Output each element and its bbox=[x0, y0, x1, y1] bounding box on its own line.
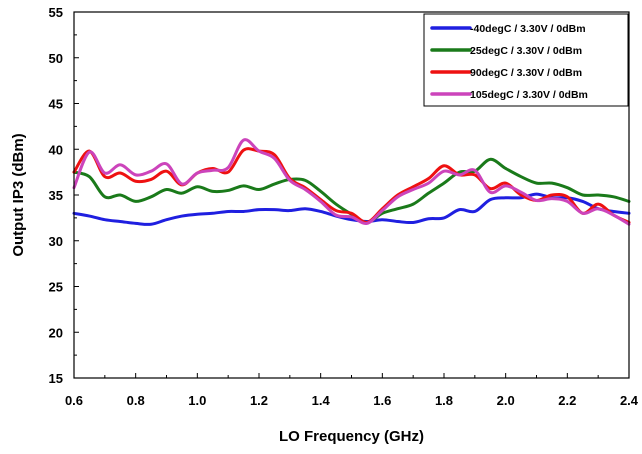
y-tick-label: 30 bbox=[49, 234, 63, 249]
x-tick-label: 0.6 bbox=[65, 393, 83, 408]
legend-label: 90degC / 3.30V / 0dBm bbox=[470, 67, 582, 79]
legend-label: 105degC / 3.30V / 0dBm bbox=[470, 89, 588, 101]
x-tick-label: 0.8 bbox=[127, 393, 145, 408]
x-tick-label: 1.0 bbox=[188, 393, 206, 408]
x-axis-title: LO Frequency (GHz) bbox=[279, 428, 424, 445]
series-lines bbox=[72, 138, 631, 226]
x-tick-label: 2.2 bbox=[558, 393, 576, 408]
series-line-3 bbox=[72, 147, 631, 224]
x-tick-label: 1.8 bbox=[435, 393, 453, 408]
y-tick-label: 55 bbox=[49, 5, 63, 20]
plot-frame bbox=[73, 11, 630, 379]
y-tick-label: 40 bbox=[49, 142, 63, 157]
series-line-4 bbox=[72, 138, 631, 226]
legend-label: 25degC / 3.30V / 0dBm bbox=[470, 45, 582, 57]
legend-label: -40degC / 3.30V / 0dBm bbox=[470, 23, 586, 35]
x-tick-label: 2.0 bbox=[497, 393, 515, 408]
x-tick-label: 1.6 bbox=[373, 393, 391, 408]
legend: -40degC / 3.30V / 0dBm 25degC / 3.30V / 0… bbox=[423, 13, 629, 107]
y-tick-label: 20 bbox=[49, 325, 63, 340]
y-tick-label: 50 bbox=[49, 51, 63, 66]
y-tick-label: 45 bbox=[49, 97, 63, 112]
x-tick-label: 1.2 bbox=[250, 393, 268, 408]
y-axis-title: Output IP3 (dBm) bbox=[10, 133, 27, 256]
x-tick-label: 2.4 bbox=[620, 393, 639, 408]
y-tick-label: 25 bbox=[49, 280, 63, 295]
y-tick-label: 35 bbox=[49, 188, 63, 203]
y-tick-label: 15 bbox=[49, 371, 63, 386]
y-tick-labels: 15 20 25 30 35 40 45 50 55 bbox=[49, 5, 63, 386]
series-line-1 bbox=[72, 192, 631, 226]
x-tick-labels: 0.6 0.8 1.0 1.2 1.4 1.6 1.8 2.0 2.2 2.4 bbox=[65, 393, 639, 408]
x-tick-label: 1.4 bbox=[312, 393, 331, 408]
